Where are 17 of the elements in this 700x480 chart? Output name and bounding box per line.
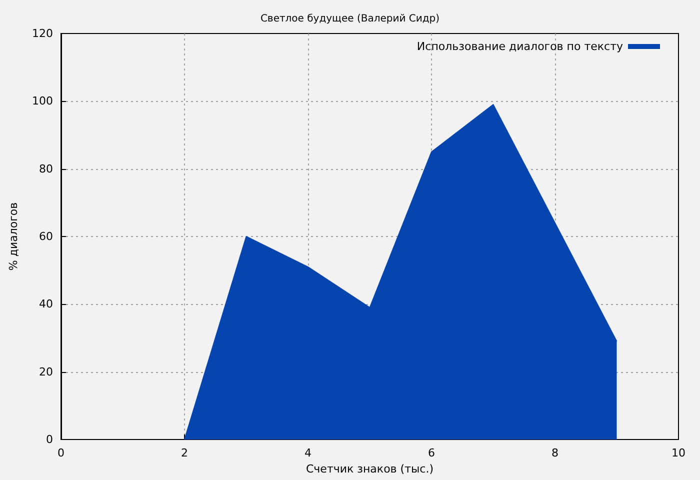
x-tick-label: 0 bbox=[58, 446, 64, 460]
chart-title: Светлое будущее (Валерий Сидр) bbox=[260, 14, 440, 24]
y-tick-label: 0 bbox=[46, 433, 53, 446]
y-tick-label: 100 bbox=[32, 94, 53, 108]
x-tick-label: 10 bbox=[672, 446, 686, 460]
y-tick-label: 20 bbox=[39, 365, 53, 378]
x-tick-label: 4 bbox=[304, 446, 312, 460]
legend-label: Использование диалогов по тексту bbox=[416, 40, 624, 53]
x-tick-label: 2 bbox=[181, 446, 188, 460]
y-tick-label: 40 bbox=[39, 298, 53, 311]
y-tick-label: 60 bbox=[39, 230, 53, 243]
y-axis-title: % диалогов bbox=[7, 202, 20, 271]
y-tick-label: 80 bbox=[39, 162, 53, 176]
x-tick-label: 6 bbox=[428, 446, 435, 460]
x-tick-label: 8 bbox=[552, 446, 558, 460]
y-tick-label: 120 bbox=[32, 27, 53, 40]
x-axis-title: Счетчик знаков (тыс.) bbox=[306, 462, 434, 476]
